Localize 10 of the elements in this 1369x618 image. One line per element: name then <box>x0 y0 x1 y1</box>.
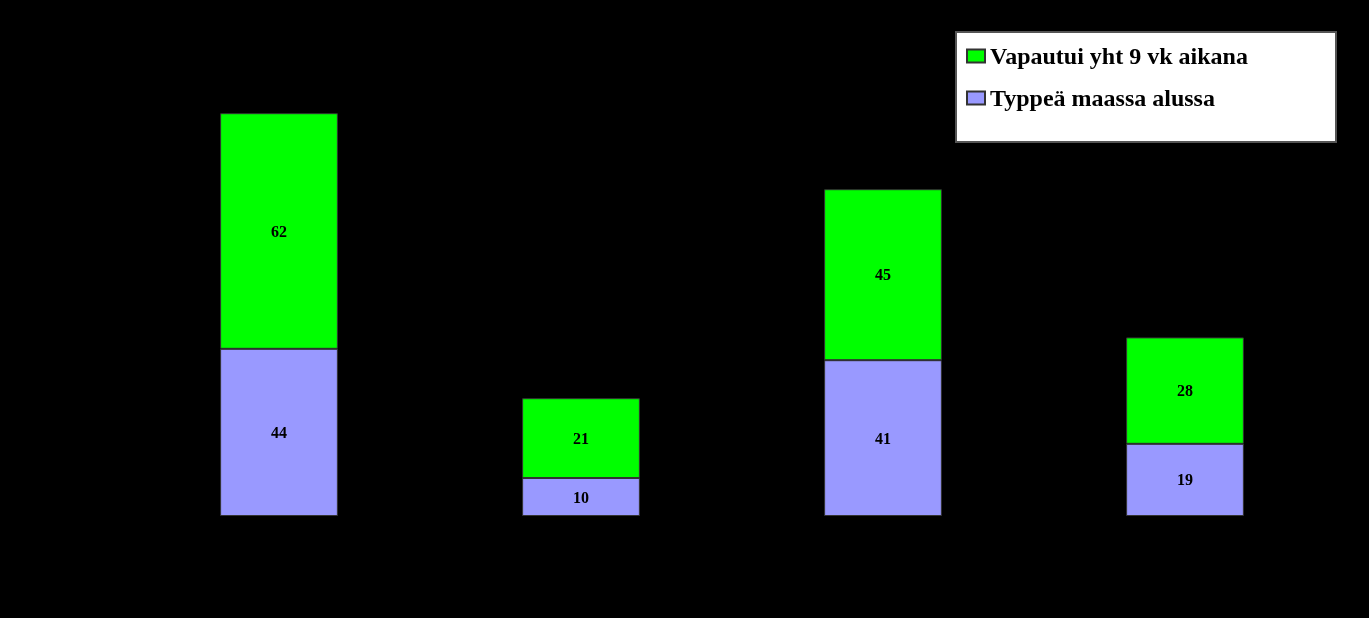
legend-label: Vapautui yht 9 vk aikana <box>990 43 1248 69</box>
data-label: 28 <box>1177 382 1193 400</box>
data-label: 41 <box>875 429 891 447</box>
data-label: 19 <box>1177 471 1193 489</box>
data-label: 21 <box>573 429 589 447</box>
data-label: 44 <box>271 423 287 441</box>
data-label: 45 <box>875 266 891 284</box>
data-label: 10 <box>573 488 589 506</box>
legend-label: Typpeä maassa alussa <box>990 85 1215 111</box>
data-label: 62 <box>271 222 287 240</box>
